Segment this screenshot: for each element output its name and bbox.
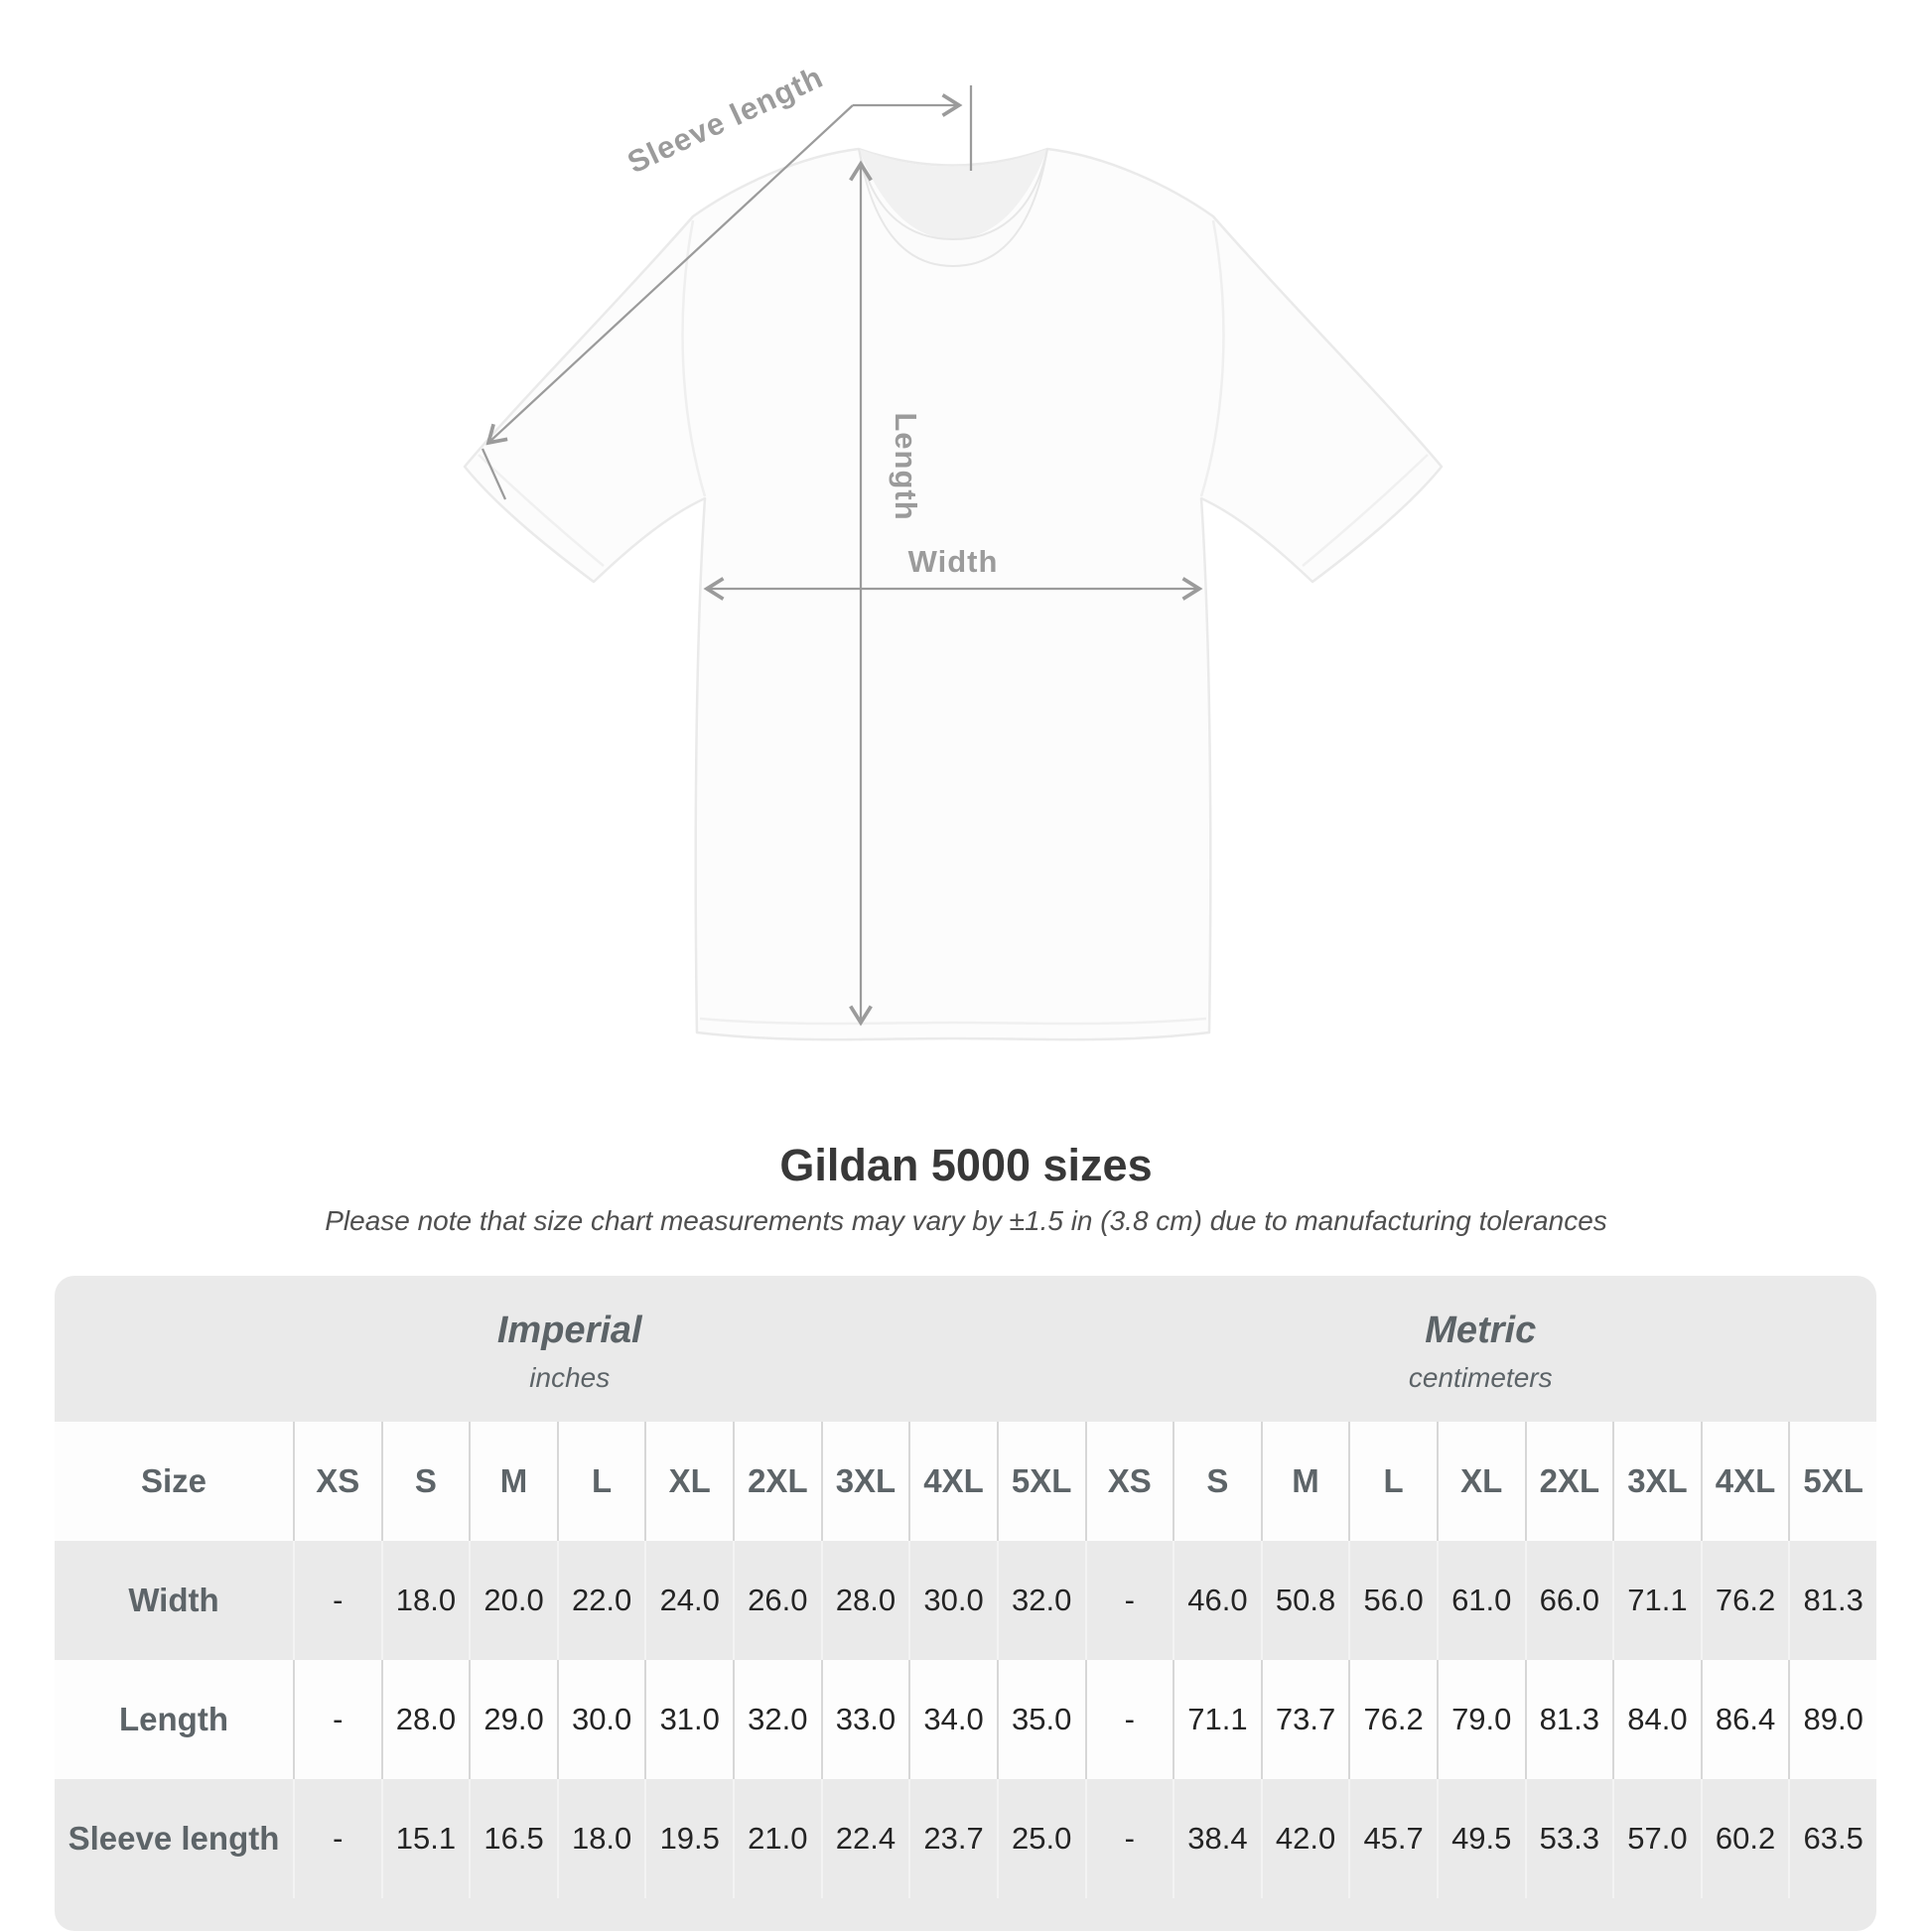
cell-sleeve-length-metric-xs: - xyxy=(1084,1779,1173,1898)
cell-sleeve-length-metric-xl: 49.5 xyxy=(1436,1779,1525,1898)
col-header-imperial-xl: XL xyxy=(644,1422,734,1541)
cell-length-imperial-5xl: 35.0 xyxy=(996,1660,1085,1779)
cell-sleeve-length-imperial-5xl: 25.0 xyxy=(996,1779,1085,1898)
unit-header-metric: Metric centimeters xyxy=(1085,1276,1877,1422)
cell-sleeve-length-metric-2xl: 53.3 xyxy=(1524,1779,1613,1898)
cell-width-metric-xl: 61.0 xyxy=(1436,1541,1525,1660)
cell-width-metric-l: 56.0 xyxy=(1348,1541,1437,1660)
cell-sleeve-length-imperial-s: 15.1 xyxy=(380,1779,470,1898)
cell-width-metric-m: 50.8 xyxy=(1260,1541,1349,1660)
col-header-imperial-xs: XS xyxy=(293,1422,381,1541)
cell-width-imperial-3xl: 28.0 xyxy=(820,1541,909,1660)
col-header-imperial-m: M xyxy=(469,1422,557,1541)
col-header-metric-4xl: 4XL xyxy=(1700,1422,1789,1541)
collar-band xyxy=(858,148,1048,268)
col-header-metric-3xl: 3XL xyxy=(1612,1422,1701,1541)
cell-sleeve-length-imperial-m: 16.5 xyxy=(469,1779,557,1898)
cell-sleeve-length-metric-5xl: 63.5 xyxy=(1788,1779,1876,1898)
col-header-imperial-l: L xyxy=(556,1422,645,1541)
cell-length-imperial-xl: 31.0 xyxy=(644,1660,734,1779)
col-header-metric-2xl: 2XL xyxy=(1524,1422,1613,1541)
cell-length-imperial-m: 29.0 xyxy=(469,1660,557,1779)
cell-width-imperial-2xl: 26.0 xyxy=(733,1541,821,1660)
cell-sleeve-length-imperial-l: 18.0 xyxy=(556,1779,645,1898)
col-header-metric-l: L xyxy=(1348,1422,1437,1541)
col-header-metric-xs: XS xyxy=(1084,1422,1173,1541)
unit-label-metric: Metric xyxy=(1425,1310,1537,1351)
cell-sleeve-length-imperial-3xl: 22.4 xyxy=(820,1779,909,1898)
cell-sleeve-length-metric-3xl: 57.0 xyxy=(1612,1779,1701,1898)
cell-sleeve-length-imperial-xl: 19.5 xyxy=(644,1779,733,1898)
cell-length-imperial-4xl: 34.0 xyxy=(908,1660,997,1779)
sleeve-length-arrow xyxy=(481,85,973,500)
cell-length-metric-s: 71.1 xyxy=(1173,1660,1261,1779)
cell-length-imperial-xs: - xyxy=(293,1660,381,1779)
sleeve-length-label: Sleeve length xyxy=(622,60,829,181)
page-title: Gildan 5000 sizes xyxy=(779,1140,1153,1190)
page-subtitle: Please note that size chart measurements… xyxy=(325,1205,1607,1236)
unit-sublabel-inches: inches xyxy=(529,1362,611,1393)
cell-width-imperial-4xl: 30.0 xyxy=(908,1541,997,1660)
cell-length-metric-2xl: 81.3 xyxy=(1524,1660,1613,1779)
col-header-metric-s: S xyxy=(1173,1422,1261,1541)
cell-length-metric-xs: - xyxy=(1084,1660,1173,1779)
cell-length-metric-4xl: 86.4 xyxy=(1700,1660,1789,1779)
cell-width-metric-4xl: 76.2 xyxy=(1700,1541,1789,1660)
cell-width-imperial-xl: 24.0 xyxy=(644,1541,733,1660)
col-header-imperial-3xl: 3XL xyxy=(820,1422,909,1541)
collar-opening xyxy=(859,149,1047,239)
unit-header-imperial: Imperial inches xyxy=(55,1276,1085,1422)
cell-sleeve-length-imperial-4xl: 23.7 xyxy=(908,1779,997,1898)
cell-sleeve-length-metric-4xl: 60.2 xyxy=(1700,1779,1789,1898)
tshirt-image xyxy=(463,147,1444,1041)
size-table: Imperial inches Metric centimeters Size XS S M L… xyxy=(55,1276,1876,1931)
col-header-metric-5xl: 5XL xyxy=(1788,1422,1876,1541)
row-label-sleeve-length: Sleeve length xyxy=(68,1820,280,1857)
cell-width-metric-2xl: 66.0 xyxy=(1524,1541,1613,1660)
cell-width-imperial-s: 18.0 xyxy=(380,1541,470,1660)
size-column-header: Size xyxy=(55,1422,293,1541)
row-label-length: Length xyxy=(55,1660,293,1779)
cell-width-metric-5xl: 81.3 xyxy=(1788,1541,1876,1660)
unit-sublabel-centimeters: centimeters xyxy=(1408,1362,1553,1393)
cell-length-metric-5xl: 89.0 xyxy=(1788,1660,1876,1779)
cell-sleeve-length-metric-m: 42.0 xyxy=(1260,1779,1349,1898)
length-label: Length xyxy=(889,412,923,520)
col-header-metric-m: M xyxy=(1260,1422,1349,1541)
cell-length-imperial-3xl: 33.0 xyxy=(820,1660,909,1779)
cell-width-metric-s: 46.0 xyxy=(1173,1541,1261,1660)
col-header-imperial-s: S xyxy=(380,1422,470,1541)
cell-sleeve-length-metric-l: 45.7 xyxy=(1348,1779,1437,1898)
col-header-imperial-2xl: 2XL xyxy=(733,1422,821,1541)
cell-sleeve-length-metric-s: 38.4 xyxy=(1173,1779,1261,1898)
cell-length-metric-xl: 79.0 xyxy=(1436,1660,1525,1779)
unit-label-imperial: Imperial xyxy=(496,1310,642,1351)
cell-sleeve-length-imperial-2xl: 21.0 xyxy=(733,1779,821,1898)
cell-length-imperial-2xl: 32.0 xyxy=(733,1660,821,1779)
col-header-imperial-5xl: 5XL xyxy=(996,1422,1085,1541)
cell-length-imperial-s: 28.0 xyxy=(380,1660,470,1779)
cell-width-imperial-l: 22.0 xyxy=(556,1541,645,1660)
cell-length-imperial-l: 30.0 xyxy=(556,1660,645,1779)
col-header-imperial-4xl: 4XL xyxy=(908,1422,997,1541)
cell-width-imperial-xs: - xyxy=(293,1541,381,1660)
cell-width-imperial-m: 20.0 xyxy=(469,1541,557,1660)
cell-length-metric-m: 73.7 xyxy=(1260,1660,1349,1779)
cell-width-metric-xs: - xyxy=(1084,1541,1173,1660)
cell-length-metric-l: 76.2 xyxy=(1348,1660,1437,1779)
cell-width-imperial-5xl: 32.0 xyxy=(996,1541,1085,1660)
col-header-metric-xl: XL xyxy=(1436,1422,1525,1541)
width-label: Width xyxy=(908,544,999,579)
tshirt-diagram: Sleeve length Length Width xyxy=(463,60,1444,1041)
row-label-width: Width xyxy=(128,1582,219,1618)
cell-length-metric-3xl: 84.0 xyxy=(1612,1660,1701,1779)
cell-width-metric-3xl: 71.1 xyxy=(1612,1541,1701,1660)
cell-sleeve-length-imperial-xs: - xyxy=(293,1779,381,1898)
